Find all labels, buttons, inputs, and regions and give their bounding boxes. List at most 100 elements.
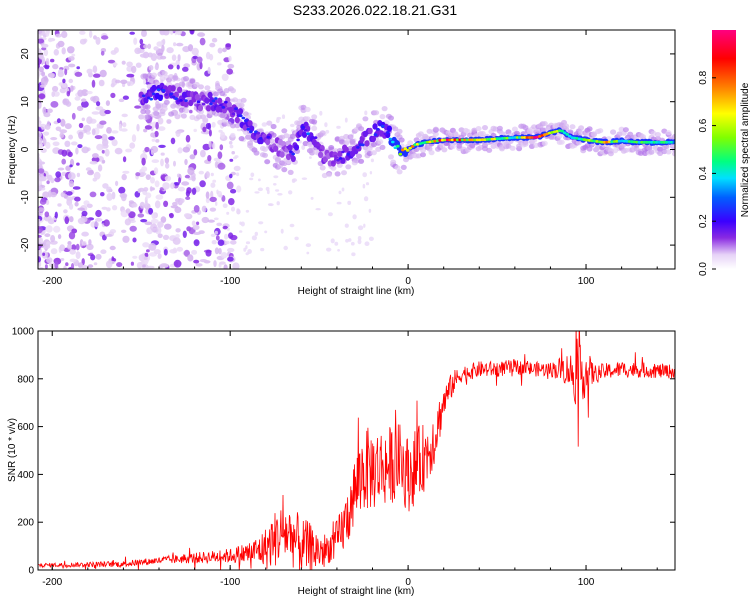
heatmap-cell: [208, 129, 212, 137]
heatmap-cell: [53, 91, 60, 97]
heatmap-cell: [337, 150, 343, 158]
heatmap-cell: [91, 128, 96, 136]
heatmap-cell: [50, 58, 55, 63]
heatmap-cell: [660, 140, 664, 144]
heatmap-cell: [44, 264, 48, 269]
heatmap-cell: [398, 152, 403, 156]
heatmap-cell: [652, 140, 657, 144]
heatmap-cell: [208, 140, 212, 149]
heatmap-cell: [57, 203, 62, 207]
heatmap-cell: [276, 201, 280, 206]
heatmap-cell: [234, 107, 238, 111]
heatmap-cell: [541, 121, 548, 127]
heatmap-cell: [78, 131, 84, 140]
snr-y-tick-label: 0: [28, 566, 34, 577]
heatmap-cell: [352, 214, 357, 220]
heatmap-cell: [288, 190, 293, 195]
heatmap-cell: [140, 153, 148, 161]
heatmap-cell: [258, 178, 261, 182]
heatmap-cell: [289, 223, 295, 228]
heatmap-cell: [642, 140, 647, 144]
heatmap-cell: [212, 142, 216, 150]
heatmap-cell: [311, 114, 318, 120]
heatmap-cell: [207, 155, 212, 162]
heatmap-cell: [93, 73, 101, 78]
heatmap-cell: [670, 140, 674, 144]
heatmap-cell: [180, 113, 187, 119]
heatmap-cell: [175, 198, 181, 203]
heatmap-cell: [578, 125, 585, 131]
heatmap-cell: [177, 86, 183, 94]
heatmap-cell: [155, 194, 164, 200]
heatmap-cell: [273, 183, 277, 186]
heatmap-cell: [232, 262, 240, 269]
heatmap-cell: [45, 30, 50, 37]
heatmap-cell: [392, 126, 399, 132]
heatmap-cell: [100, 50, 105, 56]
heatmap-cell: [358, 126, 365, 132]
heatmap-cell: [55, 33, 62, 38]
heatmap-cell: [216, 189, 219, 195]
heatmap-cell: [141, 94, 146, 98]
heatmap-cell: [75, 147, 79, 155]
heatmap-cell: [154, 130, 159, 138]
heatmap-cell: [192, 224, 200, 230]
heatmap-cell: [367, 127, 373, 135]
heatmap-cell: [47, 218, 55, 225]
heatmap-cell: [195, 114, 202, 120]
heatmap-cell: [236, 208, 240, 212]
heatmap-cell: [646, 144, 653, 150]
heatmap-cell: [175, 130, 182, 134]
heatmap-cell: [168, 111, 175, 117]
heatmap-cell: [144, 200, 148, 208]
heatmap-cell: [144, 114, 151, 120]
heatmap-cell: [178, 177, 182, 184]
heatmap-cell: [400, 164, 407, 170]
heatmap-cell: [460, 138, 465, 142]
heatmap-cell: [150, 149, 155, 155]
heatmap-cell: [45, 141, 51, 149]
heatmap-cell: [95, 253, 102, 260]
heatmap-cell: [306, 251, 310, 255]
heatmap-cell: [45, 199, 50, 205]
heatmap-cell: [75, 243, 80, 251]
heatmap-cell: [45, 225, 53, 233]
heatmap-cell: [68, 180, 74, 188]
heatmap-cell: [181, 97, 186, 101]
heatmap-cell: [274, 156, 281, 162]
heatmap-cell: [319, 130, 326, 136]
heatmap-cell: [138, 254, 146, 262]
heatmap-cell: [74, 201, 79, 207]
heatmap-cell: [212, 91, 219, 97]
heatmap-cell: [370, 150, 377, 156]
heatmap-cell: [150, 53, 158, 62]
heatmap-cell: [558, 139, 565, 145]
heatmap-cell: [141, 30, 147, 37]
heatmap-cell: [383, 132, 388, 136]
heatmap-cell: [177, 147, 183, 154]
heatmap-cell: [39, 84, 46, 88]
heatmap-cell: [391, 140, 395, 144]
heatmap-cell: [279, 151, 285, 158]
heatmap-cell: [219, 103, 223, 107]
heatmap-cell: [60, 30, 68, 39]
spectrogram-x-tick-label: 100: [578, 276, 595, 287]
heatmap-cell: [41, 43, 49, 48]
heatmap-cell: [473, 138, 477, 142]
heatmap-cell: [219, 261, 226, 265]
spectrogram-y-label: Frequency (Hz): [7, 116, 18, 185]
heatmap-cell: [245, 209, 250, 213]
heatmap-cell: [672, 140, 675, 144]
heatmap-cell: [364, 110, 368, 116]
heatmap-cell: [637, 140, 642, 144]
heatmap-cell: [114, 147, 123, 155]
heatmap-cell: [486, 147, 493, 153]
heatmap-cell: [264, 159, 271, 165]
heatmap-cell: [42, 191, 50, 198]
heatmap-cell: [151, 138, 156, 142]
heatmap-cell: [230, 206, 236, 212]
heatmap-cell: [648, 149, 655, 155]
heatmap-cell: [118, 123, 122, 132]
heatmap-cell: [270, 123, 277, 130]
heatmap-cell: [247, 249, 252, 254]
